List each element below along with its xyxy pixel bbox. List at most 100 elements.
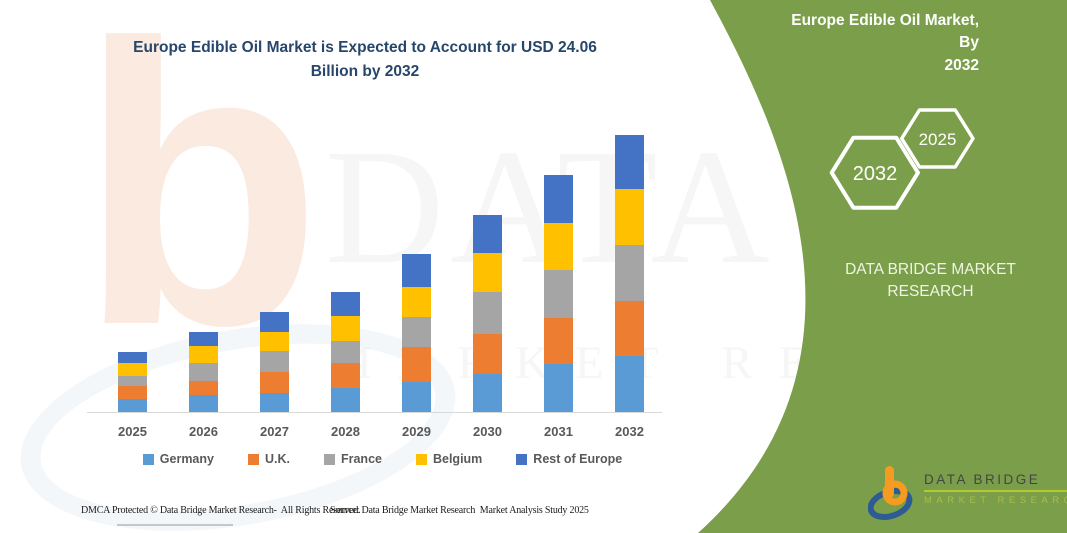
- bar-2031: [544, 174, 573, 412]
- legend-label: U.K.: [264, 452, 290, 466]
- segment-u-k--2030: [473, 333, 502, 374]
- segment-u-k--2032: [615, 300, 644, 357]
- legend-label: Germany: [159, 452, 214, 466]
- segment-france-2031: [544, 270, 573, 318]
- legend-label: Rest of Europe: [533, 452, 623, 466]
- bar-2025: [118, 351, 147, 412]
- chart-title: Europe Edible Oil Market is Expected to …: [85, 36, 645, 84]
- legend-item-france: France: [323, 452, 382, 466]
- segment-u-k--2028: [331, 363, 360, 389]
- segment-rest-of-europe-2028: [331, 292, 360, 317]
- logo-text-block: DATA BRIDGE MARKET RESEARCH: [924, 464, 1067, 506]
- panel-brand-line2: RESEARCH: [887, 282, 974, 300]
- segment-rest-of-europe-2031: [544, 174, 573, 223]
- segment-germany-2028: [331, 388, 360, 412]
- segment-rest-of-europe-2026: [189, 332, 218, 346]
- hexagon-2032: [829, 135, 920, 210]
- x-axis-label-2030: 2030: [473, 424, 502, 439]
- hexagon-2025: [899, 108, 975, 169]
- hexagon-badges: 2032 2025: [829, 108, 975, 210]
- x-axis-label-2029: 2029: [402, 424, 431, 439]
- bar-2029: [402, 253, 431, 412]
- chart-title-line1: Europe Edible Oil Market is Expected to …: [133, 39, 597, 56]
- logo-brand-text: DATA BRIDGE: [924, 472, 1041, 487]
- footer-logo: DATA BRIDGE MARKET RESEARCH: [868, 464, 1067, 520]
- segment-germany-2031: [544, 364, 573, 412]
- segment-u-k--2026: [189, 380, 218, 396]
- bar-chart-plot: [87, 118, 670, 413]
- legend-swatch-icon: [415, 453, 427, 465]
- source-text: Source: Data Bridge Market Research Mark…: [330, 505, 589, 516]
- legend-label: France: [340, 452, 382, 466]
- segment-belgium-2030: [473, 252, 502, 293]
- segment-u-k--2027: [260, 372, 289, 394]
- dmca-text: DMCA Protected © Data Bridge Market Rese…: [81, 505, 361, 516]
- panel-brand-text: DATA BRIDGE MARKET RESEARCH: [808, 259, 1053, 302]
- segment-rest-of-europe-2025: [118, 351, 147, 364]
- bar-2027: [260, 311, 289, 412]
- segment-germany-2029: [402, 382, 431, 412]
- x-axis-label-2028: 2028: [331, 424, 360, 439]
- hexagon-2032-label: 2032: [853, 163, 898, 185]
- x-axis-label-2025: 2025: [118, 424, 147, 439]
- legend-swatch-icon: [247, 453, 259, 465]
- chart-title-line2: Billion by 2032: [310, 63, 420, 81]
- segment-u-k--2029: [402, 347, 431, 383]
- logo-underline: [924, 490, 1067, 492]
- segment-belgium-2032: [615, 189, 644, 246]
- bar-2032: [615, 134, 644, 412]
- bar-2030: [473, 214, 502, 412]
- hexagon-2025-label: 2025: [919, 130, 957, 149]
- segment-belgium-2027: [260, 332, 289, 351]
- bar-2028: [331, 292, 360, 412]
- segment-germany-2032: [615, 356, 644, 412]
- segment-france-2030: [473, 292, 502, 334]
- bar-2026: [189, 332, 218, 412]
- legend-label: Belgium: [432, 452, 483, 466]
- segment-belgium-2029: [402, 287, 431, 318]
- legend-swatch-icon: [516, 453, 528, 465]
- segment-germany-2025: [118, 398, 147, 412]
- segment-france-2029: [402, 317, 431, 348]
- databridge-logo-icon: [868, 466, 913, 520]
- segment-belgium-2026: [189, 345, 218, 363]
- segment-france-2026: [189, 362, 218, 381]
- segment-belgium-2028: [331, 316, 360, 342]
- legend-swatch-icon: [323, 453, 335, 465]
- segment-rest-of-europe-2029: [402, 253, 431, 288]
- x-axis-label-2027: 2027: [260, 424, 289, 439]
- legend-item-rest-of-europe: Rest of Europe: [516, 452, 622, 466]
- x-axis-labels: 2025 2026 2027 2028 2029 2030 2031 2032: [90, 424, 670, 442]
- panel-title-line1: Europe Edible Oil Market, By: [791, 12, 979, 52]
- segment-belgium-2031: [544, 222, 573, 271]
- segment-belgium-2025: [118, 363, 147, 376]
- segment-u-k--2025: [118, 386, 147, 399]
- logo-tagline-text: MARKET RESEARCH: [924, 495, 1067, 506]
- segment-rest-of-europe-2030: [473, 214, 502, 253]
- segment-france-2027: [260, 350, 289, 372]
- panel-title-line2: 2032: [944, 56, 979, 74]
- footer-line: [117, 524, 233, 526]
- legend-item-belgium: Belgium: [415, 452, 483, 466]
- segment-germany-2026: [189, 395, 218, 412]
- segment-germany-2027: [260, 393, 289, 412]
- x-axis-label-2032: 2032: [615, 424, 644, 439]
- segment-rest-of-europe-2032: [615, 134, 644, 190]
- chart-legend: Germany U.K. France Belgium Rest of Europe: [90, 452, 675, 466]
- segment-u-k--2031: [544, 317, 573, 365]
- x-axis-label-2026: 2026: [189, 424, 218, 439]
- segment-france-2028: [331, 341, 360, 364]
- legend-item-germany: Germany: [142, 452, 214, 466]
- panel-title: Europe Edible Oil Market, By 2032: [769, 10, 979, 77]
- legend-item-u-k-: U.K.: [247, 452, 290, 466]
- x-axis-line: [87, 412, 662, 413]
- segment-germany-2030: [473, 373, 502, 412]
- x-axis-label-2031: 2031: [544, 424, 573, 439]
- legend-swatch-icon: [142, 453, 154, 465]
- segment-france-2032: [615, 245, 644, 301]
- panel-brand-line1: DATA BRIDGE MARKET: [845, 261, 1016, 278]
- segment-rest-of-europe-2027: [260, 311, 289, 333]
- segment-france-2025: [118, 375, 147, 387]
